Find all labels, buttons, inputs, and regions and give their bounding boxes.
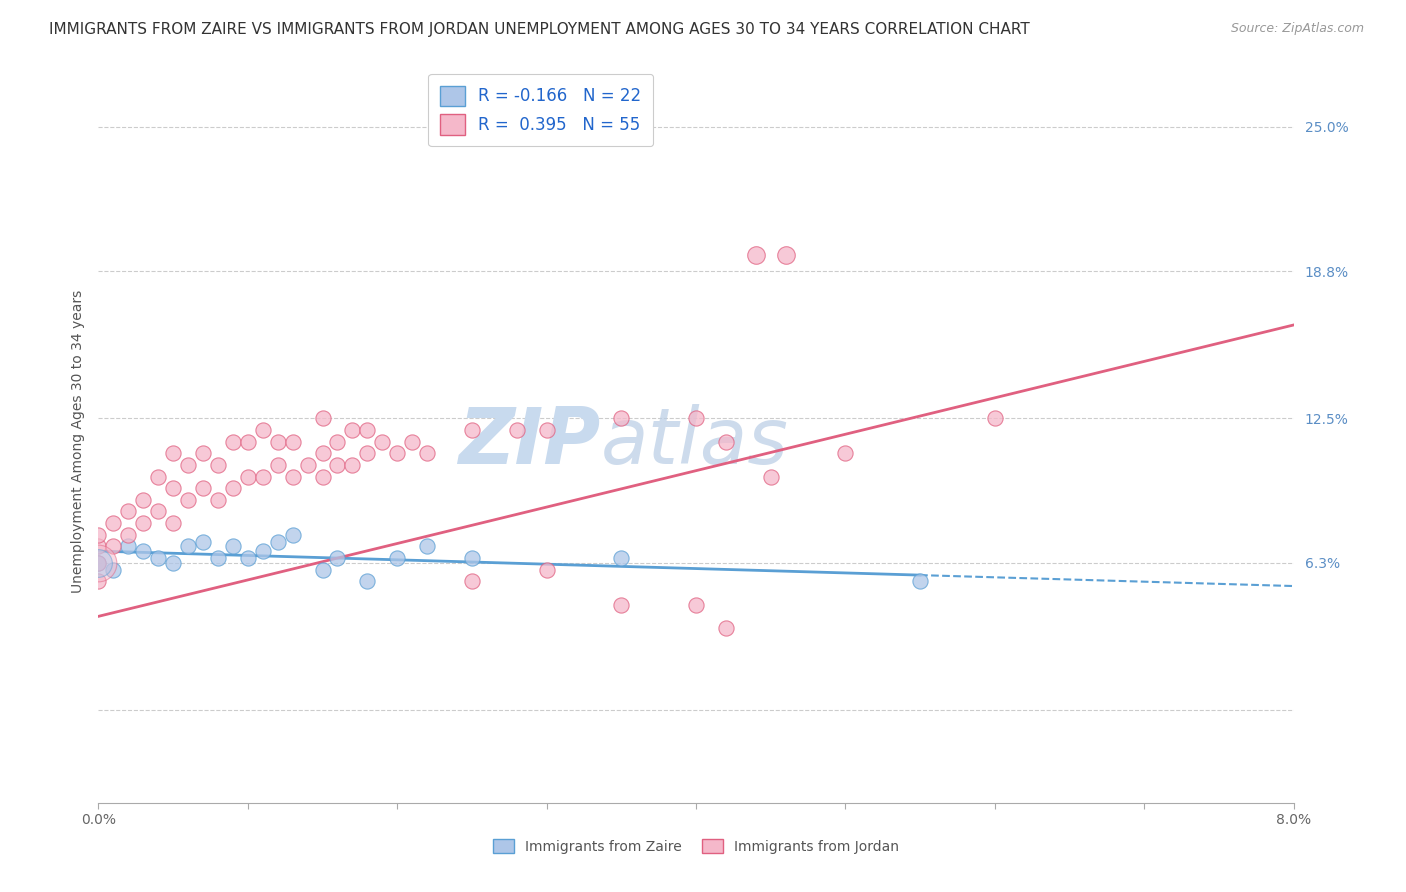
Text: atlas: atlas xyxy=(600,403,789,480)
Text: ZIP: ZIP xyxy=(458,403,600,480)
Point xyxy=(191,481,214,495)
Point xyxy=(87,540,110,554)
Point xyxy=(252,423,274,437)
Point xyxy=(416,446,439,460)
Point xyxy=(87,556,110,570)
Point xyxy=(162,481,184,495)
Point xyxy=(236,551,259,566)
Point xyxy=(326,551,349,566)
Point xyxy=(267,434,290,449)
Point xyxy=(311,411,333,425)
Point xyxy=(714,621,737,635)
Point xyxy=(222,481,245,495)
Point xyxy=(416,540,439,554)
Point xyxy=(207,551,229,566)
Point xyxy=(610,551,633,566)
Point xyxy=(207,492,229,507)
Point xyxy=(222,540,245,554)
Point xyxy=(87,574,110,589)
Point xyxy=(117,504,139,518)
Point xyxy=(506,423,529,437)
Point xyxy=(759,469,782,483)
Point xyxy=(311,563,333,577)
Point xyxy=(342,423,364,437)
Point xyxy=(356,446,378,460)
Point xyxy=(236,469,259,483)
Point xyxy=(87,556,110,570)
Point xyxy=(162,556,184,570)
Point xyxy=(714,434,737,449)
Point xyxy=(103,516,125,530)
Y-axis label: Unemployment Among Ages 30 to 34 years: Unemployment Among Ages 30 to 34 years xyxy=(70,290,84,593)
Point xyxy=(177,458,200,472)
Point xyxy=(252,544,274,558)
Point xyxy=(267,458,290,472)
Point xyxy=(148,504,170,518)
Point xyxy=(775,248,797,262)
Point xyxy=(177,492,200,507)
Point xyxy=(834,446,856,460)
Point xyxy=(132,516,155,530)
Point xyxy=(207,458,229,472)
Point xyxy=(297,458,319,472)
Point xyxy=(461,423,484,437)
Point xyxy=(87,556,110,570)
Point xyxy=(191,534,214,549)
Point xyxy=(536,563,558,577)
Point xyxy=(177,540,200,554)
Point xyxy=(984,411,1007,425)
Point xyxy=(461,574,484,589)
Point xyxy=(356,574,378,589)
Point xyxy=(162,516,184,530)
Point xyxy=(326,458,349,472)
Text: IMMIGRANTS FROM ZAIRE VS IMMIGRANTS FROM JORDAN UNEMPLOYMENT AMONG AGES 30 TO 34: IMMIGRANTS FROM ZAIRE VS IMMIGRANTS FROM… xyxy=(49,22,1031,37)
Point xyxy=(311,469,333,483)
Point xyxy=(281,434,304,449)
Point xyxy=(252,469,274,483)
Point xyxy=(117,528,139,542)
Point xyxy=(87,556,110,570)
Point xyxy=(222,434,245,449)
Point xyxy=(281,528,304,542)
Point xyxy=(610,411,633,425)
Point xyxy=(685,411,707,425)
Point xyxy=(117,540,139,554)
Point xyxy=(685,598,707,612)
Point xyxy=(908,574,931,589)
Point xyxy=(342,458,364,472)
Point xyxy=(148,469,170,483)
Point xyxy=(132,492,155,507)
Point xyxy=(87,528,110,542)
Point xyxy=(132,544,155,558)
Point xyxy=(162,446,184,460)
Point xyxy=(461,551,484,566)
Point xyxy=(311,446,333,460)
Point xyxy=(148,551,170,566)
Point xyxy=(326,434,349,449)
Point xyxy=(191,446,214,460)
Point xyxy=(103,563,125,577)
Point xyxy=(401,434,423,449)
Point xyxy=(610,598,633,612)
Point xyxy=(236,434,259,449)
Point xyxy=(267,534,290,549)
Point xyxy=(356,423,378,437)
Point xyxy=(281,469,304,483)
Point xyxy=(536,423,558,437)
Legend: Immigrants from Zaire, Immigrants from Jordan: Immigrants from Zaire, Immigrants from J… xyxy=(486,832,905,861)
Point xyxy=(385,551,409,566)
Point xyxy=(745,248,768,262)
Text: Source: ZipAtlas.com: Source: ZipAtlas.com xyxy=(1230,22,1364,36)
Point xyxy=(371,434,394,449)
Point xyxy=(103,540,125,554)
Point xyxy=(385,446,409,460)
